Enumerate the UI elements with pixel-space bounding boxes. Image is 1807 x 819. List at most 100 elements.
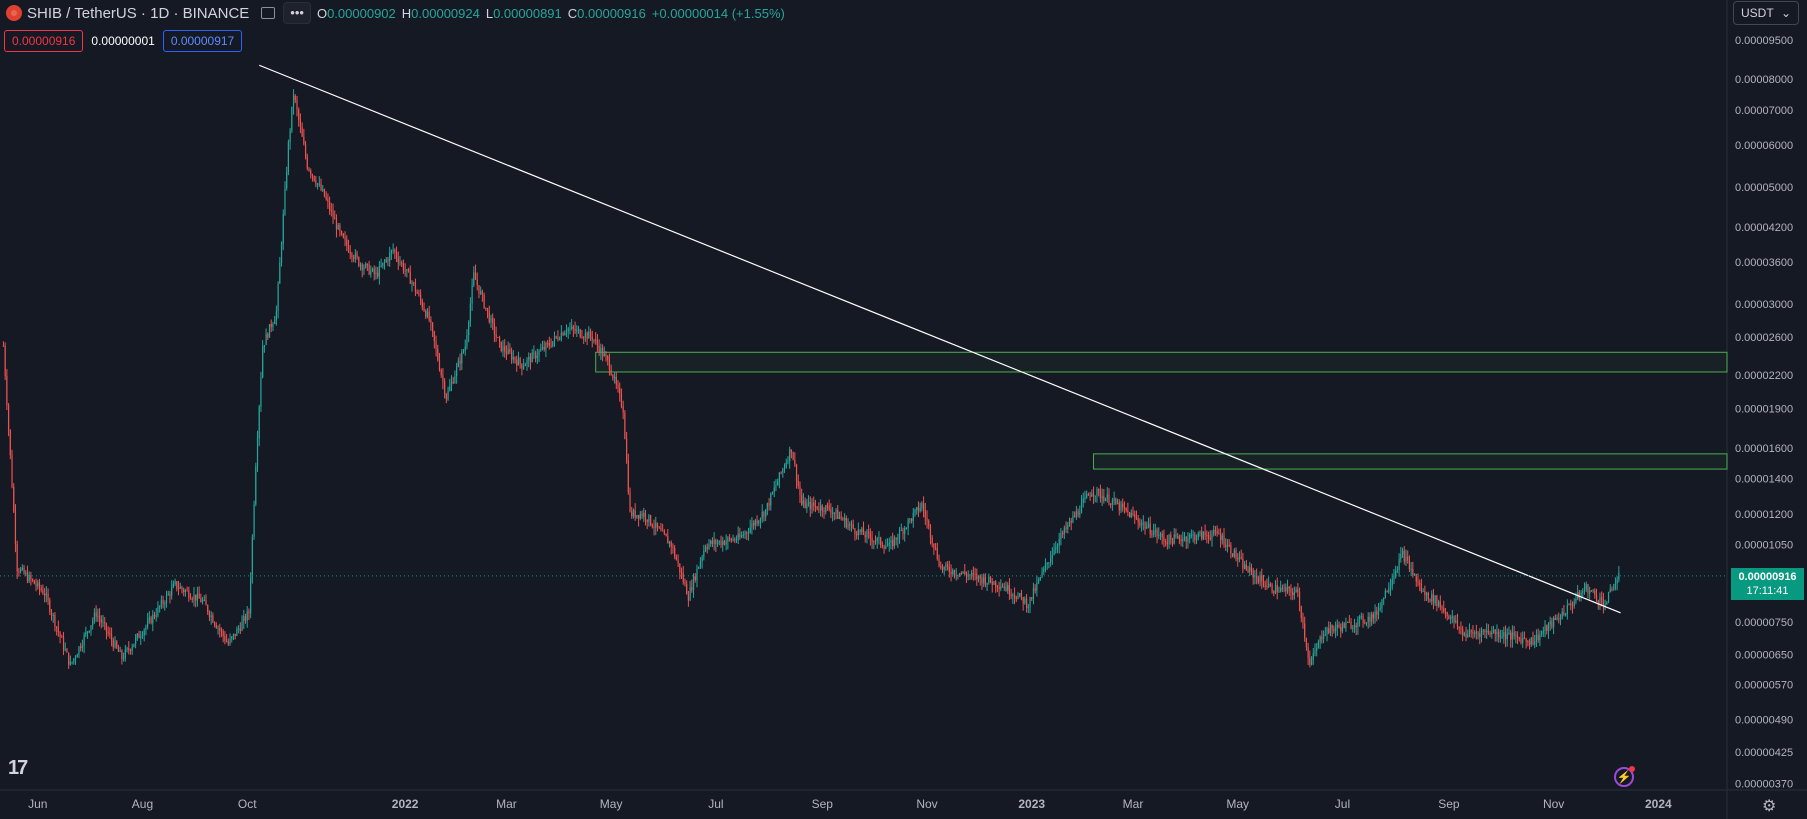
candle-body (1307, 647, 1309, 658)
candle-body (129, 649, 132, 651)
candle-body (998, 587, 1000, 589)
candle-body (277, 283, 279, 312)
candle-body (1417, 581, 1419, 583)
candle-body (1434, 595, 1436, 604)
candle-body (1063, 527, 1065, 534)
sell-button[interactable]: 0.00000916 (4, 30, 84, 52)
candle-body (255, 466, 257, 505)
candle-body (1602, 600, 1604, 608)
flag-icon[interactable] (261, 7, 276, 19)
candle-body (675, 556, 677, 561)
candle-body (1582, 591, 1584, 593)
candle-body (844, 518, 846, 521)
buy-button[interactable]: 0.00000917 (162, 30, 243, 52)
gear-icon[interactable]: ⚙ (1762, 798, 1777, 815)
y-tick-label: 0.00003000 (1735, 299, 1793, 311)
candle-body (1068, 520, 1071, 525)
x-tick-label: Mar (496, 797, 517, 811)
candle-body (1487, 630, 1489, 634)
candle-body (86, 631, 89, 633)
tradingview-logo-icon[interactable]: 17 (8, 757, 28, 779)
candle-body (1314, 650, 1316, 654)
candle-body (1386, 590, 1388, 592)
candle-body (1010, 594, 1012, 596)
candle-body (1589, 590, 1591, 594)
candle-body (1147, 523, 1150, 527)
candle-body (1091, 493, 1093, 497)
candle-body (1419, 582, 1421, 585)
candle-body (1204, 531, 1206, 536)
resistance-zone (1093, 453, 1728, 470)
candle-body (1460, 627, 1462, 629)
candle-body (1547, 624, 1550, 631)
candle-body (1170, 535, 1172, 540)
candle-body (251, 536, 253, 579)
candle-body (581, 336, 583, 338)
candle-body (1357, 619, 1359, 628)
candle-body (552, 341, 554, 347)
candle-body (574, 329, 576, 332)
candle-body (28, 575, 30, 582)
candle-body (555, 336, 557, 338)
candle-body (749, 527, 751, 533)
candle-body (1038, 579, 1040, 583)
candle-body (725, 541, 727, 545)
more-button[interactable]: ••• (283, 2, 311, 24)
candle-body (195, 594, 197, 601)
candle-body (674, 547, 676, 557)
y-tick-label: 0.00004200 (1735, 222, 1793, 234)
candle-body (1056, 545, 1059, 548)
candle-body (270, 324, 272, 328)
symbol-title[interactable]: SHIB / TetherUS · 1D · BINANCE (27, 4, 250, 22)
change-value: +0.00000014 (+1.55%) (651, 5, 785, 21)
candle-body (850, 524, 853, 526)
candle-body (157, 606, 159, 616)
candle-body (140, 636, 142, 639)
open-value: 0.00000902 (327, 5, 396, 21)
candle-body (1319, 636, 1321, 642)
candle-body (1324, 634, 1326, 636)
candle-body (104, 622, 106, 624)
candle-body (811, 502, 813, 510)
candle-body (524, 364, 526, 367)
candle-body (1206, 535, 1208, 537)
high-label: H (401, 5, 412, 21)
candle-body (394, 249, 396, 253)
candle-body (964, 571, 966, 574)
candle-body (512, 357, 514, 360)
candle-body (1501, 636, 1503, 638)
candle-body (1135, 517, 1138, 519)
candle-body (425, 310, 427, 317)
candle-body (1060, 533, 1062, 539)
candle-body (1384, 590, 1386, 599)
candle-body (265, 333, 267, 346)
lightning-icon[interactable]: ⚡ (1614, 766, 1635, 787)
candle-body (1141, 523, 1143, 526)
candle-body (1367, 616, 1369, 623)
candle-body (294, 95, 296, 101)
candle-body (1558, 618, 1560, 620)
candle-body (1348, 621, 1350, 623)
candle-body (821, 505, 823, 511)
candle-body (296, 100, 298, 110)
candle-body (263, 345, 265, 347)
candle-body (959, 573, 961, 576)
candle-body (698, 566, 700, 569)
candle-body (993, 581, 995, 585)
candle-body (1288, 586, 1290, 589)
candle-body (1601, 597, 1603, 601)
currency-select[interactable]: USDT ⌄ (1733, 1, 1799, 25)
candle-body (1587, 584, 1589, 594)
spread-value: 0.00000001 (91, 34, 155, 48)
candle-body (1437, 601, 1440, 606)
candle-body (181, 587, 183, 590)
candle-body (1465, 633, 1467, 638)
candle-body (1000, 586, 1002, 589)
candle-body (1104, 498, 1107, 502)
candle-body (392, 249, 394, 251)
candle-body (833, 512, 835, 514)
candle-body (74, 657, 77, 659)
candle-body (172, 584, 174, 588)
candle-body (207, 605, 209, 613)
